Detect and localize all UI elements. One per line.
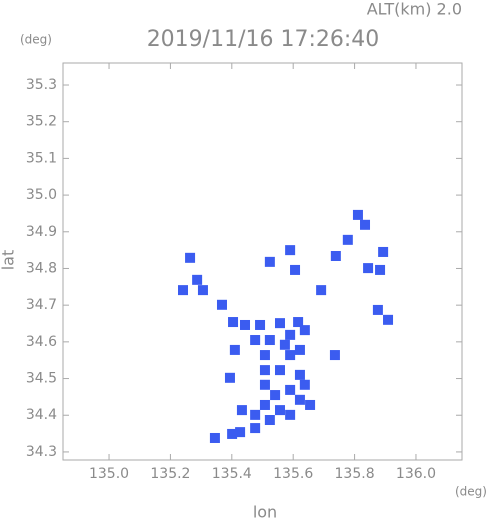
echo-cell — [264, 415, 275, 426]
echo-cell — [255, 319, 266, 330]
echo-cell — [383, 314, 394, 325]
echo-cell — [285, 350, 296, 361]
echo-cell — [178, 285, 189, 296]
echo-cell — [259, 365, 270, 376]
x-tick-label: 135.0 — [89, 466, 129, 482]
y-tick-label: 35.3 — [26, 77, 57, 93]
echo-cell — [274, 365, 285, 376]
x-tick-label: 135.6 — [273, 466, 313, 482]
echo-cell — [224, 372, 235, 383]
x-tick-label: 136.0 — [396, 466, 436, 482]
echo-cell — [316, 285, 327, 296]
echo-cell — [285, 384, 296, 395]
y-tick-label: 34.8 — [26, 260, 57, 276]
echo-cell — [259, 379, 270, 390]
echo-cell — [285, 409, 296, 420]
x-tick-label: 135.8 — [335, 466, 375, 482]
plot-frame — [62, 62, 463, 461]
echo-cell — [197, 285, 208, 296]
x-axis-label: lon — [253, 503, 277, 521]
echo-cell — [209, 432, 220, 443]
echo-cell — [378, 246, 389, 257]
y-tick-label: 35.1 — [26, 150, 57, 166]
y-tick-label: 35.2 — [26, 114, 57, 130]
echo-cell — [250, 409, 261, 420]
y-tick-label: 35.0 — [26, 187, 57, 203]
echo-cell — [290, 264, 301, 275]
echo-cell — [192, 274, 203, 285]
echo-cell — [294, 369, 305, 380]
echo-cell — [259, 350, 270, 361]
echo-cell — [236, 405, 247, 416]
y-tick-label: 34.3 — [26, 444, 57, 460]
echo-cell — [352, 209, 363, 220]
echo-cell — [250, 335, 261, 346]
echo-cell — [293, 317, 304, 328]
y-tick-label: 34.9 — [26, 224, 57, 240]
echo-cell — [264, 335, 275, 346]
y-tick-label: 34.5 — [26, 371, 57, 387]
y-tick-label: 34.7 — [26, 297, 57, 313]
echo-cell — [299, 325, 310, 336]
echo-cell — [235, 427, 246, 438]
echo-cell — [240, 319, 251, 330]
echo-cell — [285, 329, 296, 340]
x-tick-label: 135.4 — [212, 466, 252, 482]
echo-cell — [229, 344, 240, 355]
echo-cell — [305, 399, 316, 410]
echo-cell — [329, 350, 340, 361]
y-tick-label: 34.4 — [26, 407, 57, 423]
echo-cell — [227, 428, 238, 439]
echo-cell — [274, 405, 285, 416]
altitude-label: ALT(km) 2.0 — [367, 0, 462, 19]
echo-cell — [342, 234, 353, 245]
echo-cell — [270, 390, 281, 401]
echo-cell — [285, 245, 296, 256]
echo-cell — [185, 252, 196, 263]
echo-cell — [330, 250, 341, 261]
echo-cell — [360, 219, 371, 230]
echo-cell — [294, 344, 305, 355]
echo-cell — [264, 256, 275, 267]
echo-cell — [216, 299, 227, 310]
chart-title: 2019/11/16 17:26:40 — [147, 27, 380, 52]
echo-cell — [250, 423, 261, 434]
echo-cell — [372, 304, 383, 315]
y-unit: (deg) — [20, 33, 52, 47]
y-tick-label: 34.6 — [26, 334, 57, 350]
echo-cell — [363, 263, 374, 274]
echo-cell — [279, 339, 290, 350]
echo-cell — [274, 318, 285, 329]
y-axis-label: lat — [0, 250, 18, 271]
echo-cell — [259, 399, 270, 410]
echo-cell — [228, 317, 239, 328]
x-tick-label: 135.2 — [150, 466, 190, 482]
echo-cell — [375, 264, 386, 275]
x-unit: (deg) — [455, 485, 487, 499]
echo-cell — [294, 394, 305, 405]
echo-cell — [299, 379, 310, 390]
